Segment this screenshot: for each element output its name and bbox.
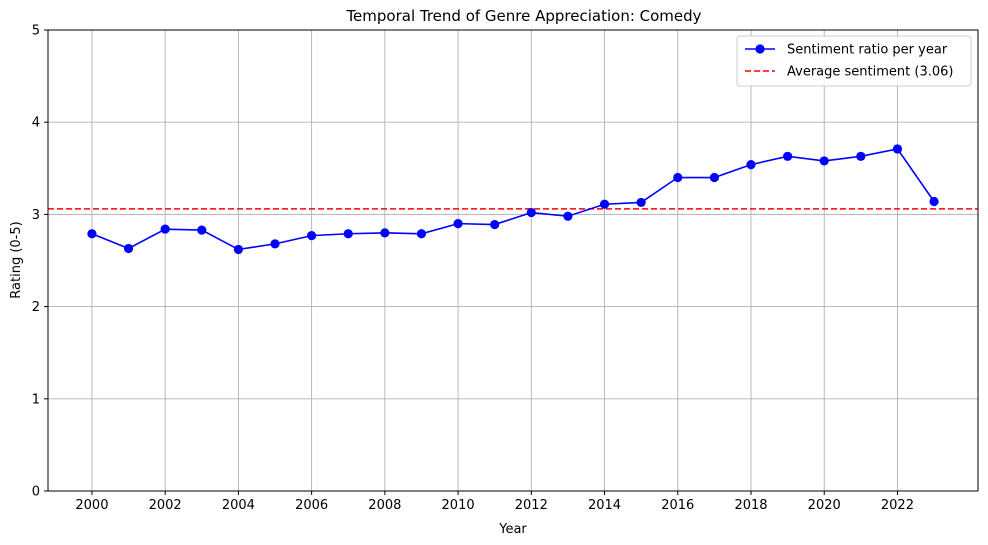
series-line <box>91 148 935 251</box>
legend: Sentiment ratio per year Average sentimen… <box>736 35 972 87</box>
plot-frame <box>47 29 979 492</box>
y-tick-label: 5 <box>32 24 40 39</box>
y-tick-label: 2 <box>32 300 40 315</box>
series-layer <box>87 144 939 255</box>
data-point <box>636 197 646 208</box>
x-tick-label: 2014 <box>588 498 621 513</box>
legend-marker-sample <box>755 44 765 54</box>
y-axis-title: Rating (0-5) <box>9 221 24 298</box>
data-point <box>453 219 463 229</box>
data-point <box>87 229 97 239</box>
data-point <box>233 244 243 255</box>
x-tick-label: 2016 <box>661 498 694 513</box>
legend-label: Average sentiment (3.06) <box>787 65 953 80</box>
y-tick-label: 0 <box>32 485 40 500</box>
data-point <box>819 156 829 166</box>
y-tick-label: 4 <box>32 116 40 131</box>
data-point <box>892 144 903 154</box>
data-point <box>197 225 207 235</box>
x-axis-ticks: 2000 2002 2004 2006 2008 2010 2012 2014 2016 2018… <box>75 491 914 513</box>
data-point <box>856 151 866 161</box>
chart-title: Temporal Trend of Genre Appreciation: Co… <box>345 7 701 25</box>
x-tick-label: 2010 <box>442 498 475 513</box>
data-point <box>416 229 427 239</box>
x-tick-label: 2000 <box>75 498 108 513</box>
legend-box <box>736 35 972 87</box>
data-point <box>746 160 756 170</box>
x-tick-label: 2008 <box>368 498 401 513</box>
data-point <box>380 228 390 238</box>
data-point <box>783 151 793 161</box>
x-tick-label: 2022 <box>881 498 914 513</box>
data-point <box>709 172 719 183</box>
data-point <box>123 243 134 254</box>
data-point <box>270 239 280 249</box>
data-point <box>343 229 353 239</box>
data-point <box>307 231 317 241</box>
data-point <box>673 172 683 183</box>
x-tick-label: 2020 <box>808 498 841 513</box>
data-point <box>599 199 610 209</box>
y-tick-label: 1 <box>32 392 40 407</box>
data-point <box>563 211 573 221</box>
x-tick-label: 2006 <box>295 498 328 513</box>
y-axis-ticks: 0 1 2 3 4 5 <box>32 24 48 500</box>
x-axis-title: Year <box>498 522 527 537</box>
data-point <box>526 207 536 218</box>
x-tick-label: 2012 <box>515 498 548 513</box>
x-tick-label: 2004 <box>222 498 255 513</box>
x-tick-label: 2002 <box>149 498 182 513</box>
grid-lines <box>48 29 978 492</box>
data-point <box>490 219 500 230</box>
legend-label: Sentiment ratio per year <box>787 43 948 58</box>
data-point <box>929 196 939 207</box>
x-tick-label: 2018 <box>734 498 767 513</box>
y-tick-label: 3 <box>32 208 40 223</box>
data-point <box>160 224 170 234</box>
